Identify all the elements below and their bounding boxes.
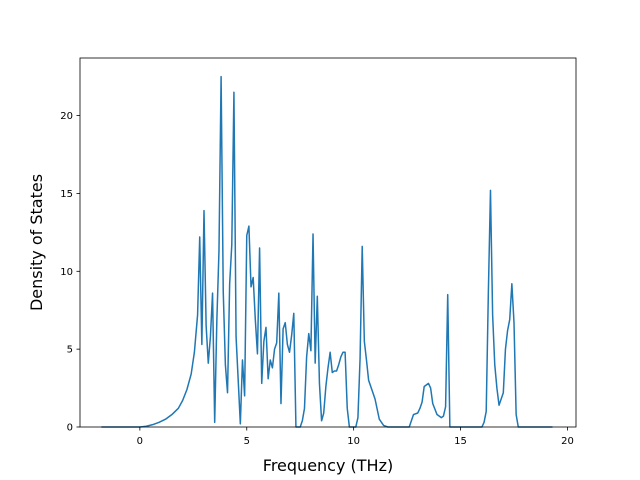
y-axis-label: Density of States: [27, 174, 46, 311]
x-tick-label: 0: [137, 436, 143, 447]
x-tick-label: 10: [347, 436, 360, 447]
y-tick-label: 15: [60, 189, 73, 200]
axes-frame: [79, 57, 577, 428]
x-tick-label: 5: [244, 436, 250, 447]
y-tick-label: 10: [60, 267, 73, 278]
axis-ticks: 0 5 10 15 20 0 5 10 15 20: [60, 111, 574, 447]
x-axis-label: Frequency (THz): [263, 456, 393, 475]
x-tick-label: 20: [561, 436, 574, 447]
x-tick-label: 15: [454, 436, 467, 447]
y-tick-label: 20: [60, 111, 73, 122]
y-tick-label: 0: [67, 423, 73, 434]
y-tick-label: 5: [67, 345, 73, 356]
